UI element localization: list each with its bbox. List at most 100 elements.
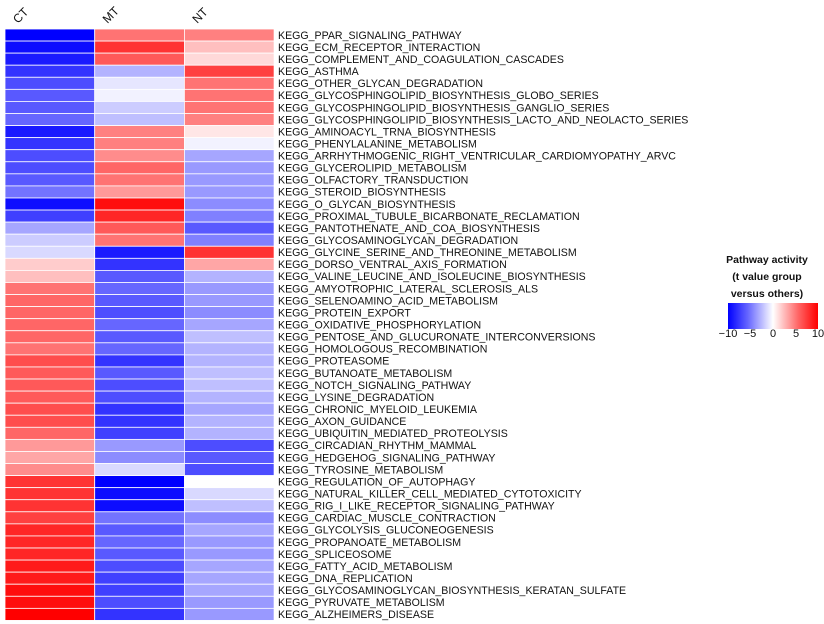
column-label-nt: NT [189,4,211,26]
heatmap-cell [4,294,96,308]
heatmap-cell [183,221,275,235]
heatmap-cell [94,547,185,561]
row-label: KEGG_NATURAL_KILLER_CELL_MEDIATED_CYTOTO… [278,488,582,500]
heatmap-cell [94,137,185,151]
row-label: KEGG_PROTEASOME [278,356,389,368]
row-label: KEGG_HEDGEHOG_SIGNALING_PATHWAY [278,452,495,464]
heatmap-cell [4,330,96,344]
heatmap-cell [183,571,275,585]
row-label: KEGG_GLYCOSPHINGOLIPID_BIOSYNTHESIS_GANG… [278,102,609,114]
heatmap-cell [183,113,275,126]
heatmap-cell [4,149,96,163]
row-label: KEGG_PHENYLALANINE_METABOLISM [278,138,477,150]
heatmap-cell [183,607,275,621]
row-label: KEGG_ASTHMA [278,66,360,78]
heatmap-cell [4,282,96,295]
row-label: KEGG_BUTANOATE_METABOLISM [278,368,452,380]
heatmap-cell [183,559,275,573]
heatmap-cell [4,547,96,561]
heatmap-cell [4,306,96,320]
row-label: KEGG_O_GLYCAN_BIOSYNTHESIS [278,199,456,211]
heatmap-cell [94,64,185,78]
row-label: KEGG_REGULATION_OF_AUTOPHAGY [278,476,475,488]
heatmap-cell [183,595,275,609]
heatmap-cell [94,318,185,332]
heatmap-cell [183,463,275,476]
row-label: KEGG_CIRCADIAN_RHYTHM_MAMMAL [278,440,476,452]
heatmap-cell [94,559,185,573]
heatmap-cell [4,125,96,139]
heatmap-cell [183,173,275,187]
heatmap-cell [94,583,185,597]
heatmap-cell [94,426,185,440]
row-label: KEGG_PANTOTHENATE_AND_COA_BIOSYNTHESIS [278,223,540,235]
heatmap-cell [4,390,96,404]
heatmap-cell [94,233,185,247]
heatmap-cell [94,499,185,513]
row-label: KEGG_VALINE_LEUCINE_AND_ISOLEUCINE_BIOSY… [278,271,586,283]
heatmap-cell [183,354,275,368]
heatmap-cell [183,438,275,452]
heatmap-cell [4,607,96,621]
heatmap-cell [183,402,275,416]
row-label: KEGG_GLYCOLYSIS_GLUCONEOGENESIS [278,525,494,537]
row-label: KEGG_CHRONIC_MYELOID_LEUKEMIA [278,404,478,416]
heatmap-cell [94,282,185,295]
row-label: KEGG_TYROSINE_METABOLISM [278,464,443,476]
heatmap-cell [183,523,275,537]
heatmap-cell [4,233,96,247]
row-label: KEGG_GLYCOSAMINOGLYCAN_DEGRADATION [278,235,518,247]
heatmap-cell [183,547,275,561]
heatmap-cell [94,511,185,525]
heatmap-cell [183,511,275,525]
heatmap-cell [94,402,185,416]
heatmap-cell [4,559,96,573]
heatmap-cell [94,342,185,356]
heatmap-cell [94,354,185,368]
heatmap-cell [183,28,275,42]
heatmap-cell [94,209,185,223]
row-label: KEGG_GLYCINE_SERINE_AND_THREONINE_METABO… [278,247,577,259]
heatmap-cell [4,28,96,42]
heatmap-cell [4,595,96,609]
heatmap-cell [4,463,96,476]
heatmap-cell [183,306,275,320]
heatmap-cell [183,318,275,332]
heatmap-cell [4,101,96,114]
heatmap-cell [183,583,275,597]
row-label: KEGG_ARRHYTHMOGENIC_RIGHT_VENTRICULAR_CA… [278,151,676,163]
row-label: KEGG_COMPLEMENT_AND_COAGULATION_CASCADES [278,54,564,66]
row-label: KEGG_PYRUVATE_METABOLISM [278,597,445,609]
heatmap-cell [4,426,96,440]
heatmap-cell [94,269,185,283]
heatmap-cell [94,185,185,199]
heatmap-cell [4,269,96,283]
heatmap-cell [4,245,96,259]
heatmap-cell [94,40,185,54]
heatmap-cell [94,414,185,428]
heatmap-cell [94,257,185,271]
heatmap-cell [94,463,185,476]
row-label: KEGG_PROTEIN_EXPORT [278,307,411,319]
heatmap-cell [183,342,275,356]
row-label: KEGG_DORSO_VENTRAL_AXIS_FORMATION [278,259,507,271]
heatmap-cell [183,330,275,344]
heatmap-cell [94,523,185,537]
row-label: KEGG_PROPANOATE_METABOLISM [278,537,461,549]
heatmap-cell [4,137,96,151]
row-label: KEGG_NOTCH_SIGNALING_PATHWAY [278,380,471,392]
row-label: KEGG_FATTY_ACID_METABOLISM [278,561,452,573]
heatmap-cell [94,161,185,175]
heatmap-cell [94,366,185,380]
row-label: KEGG_PPAR_SIGNALING_PATHWAY [278,30,462,42]
heatmap-cell [4,402,96,416]
row-label: KEGG_AMINOACYL_TRNA_BIOSYNTHESIS [278,126,496,138]
heatmap-cell [4,499,96,513]
heatmap-cell [183,40,275,54]
heatmap-cell [94,330,185,344]
heatmap-cell [4,535,96,549]
heatmap-cell [4,475,96,489]
heatmap-cell [4,185,96,199]
row-label: KEGG_UBIQUITIN_MEDIATED_PROTEOLYSIS [278,428,508,440]
